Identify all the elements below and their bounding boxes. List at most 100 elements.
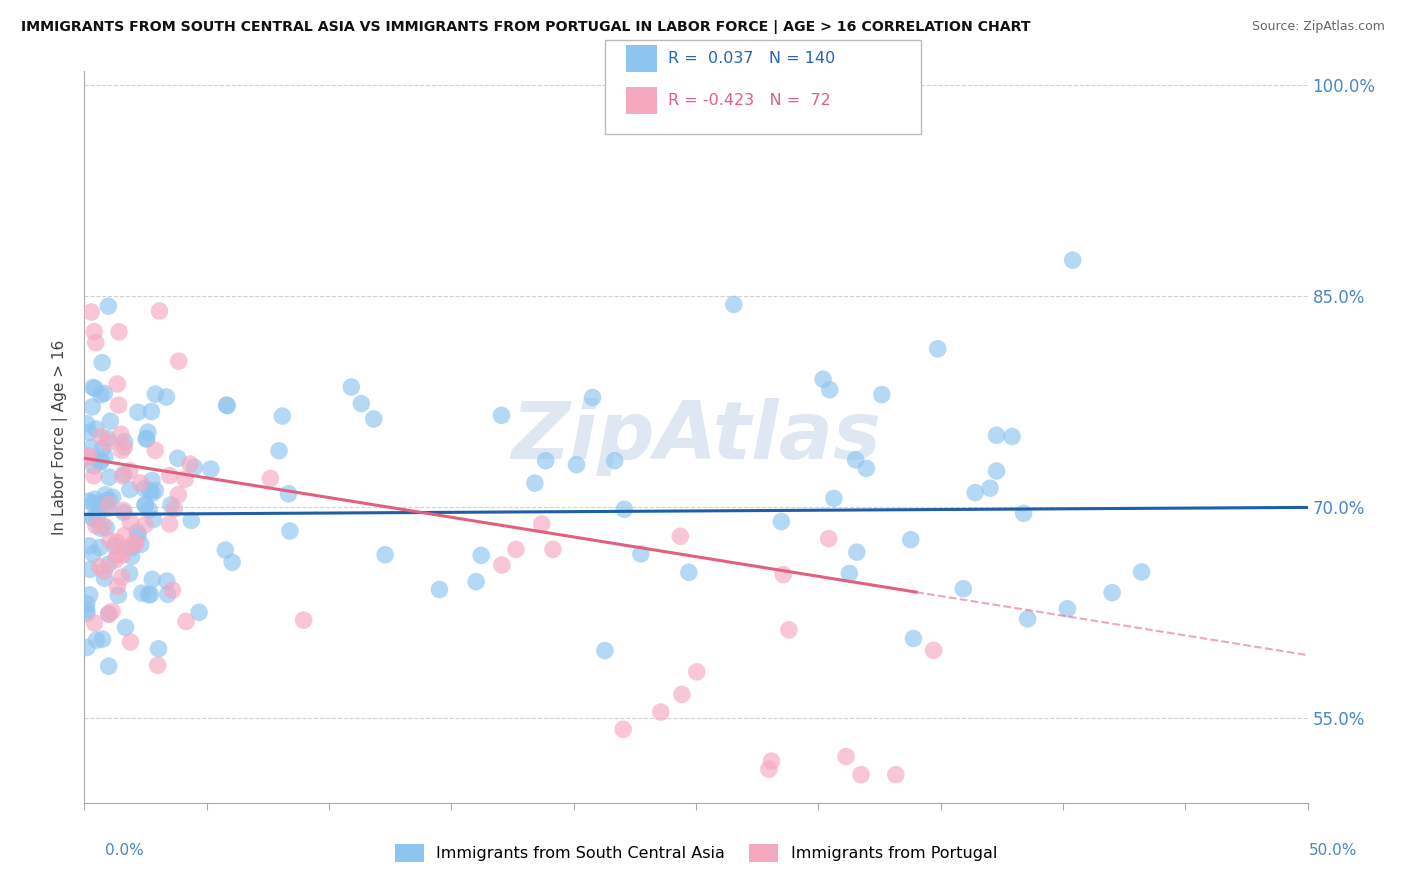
Point: [89, 541, 111, 555]
Point: [105, 548, 128, 562]
Point: [491, 558, 513, 572]
Point: [114, 434, 136, 449]
Point: [112, 503, 135, 517]
Point: [823, 491, 845, 506]
Point: [90, 388, 112, 402]
Point: [96, 493, 118, 508]
Point: [146, 658, 169, 673]
Point: [134, 517, 156, 532]
Point: [686, 665, 709, 679]
Text: Source: ZipAtlas.com: Source: ZipAtlas.com: [1251, 20, 1385, 33]
Point: [215, 398, 238, 412]
Point: [669, 529, 692, 543]
Point: [183, 460, 205, 475]
Point: [1101, 585, 1123, 599]
Point: [77, 425, 100, 440]
Point: [124, 537, 146, 551]
Point: [141, 474, 163, 488]
Point: [97, 607, 120, 622]
Point: [80, 305, 103, 319]
Point: [167, 354, 190, 368]
Point: [927, 342, 949, 356]
Point: [83, 512, 105, 526]
Point: [110, 443, 132, 458]
Point: [76, 417, 98, 431]
Point: [96, 501, 118, 516]
Point: [107, 588, 129, 602]
Point: [541, 542, 564, 557]
Point: [84, 335, 107, 350]
Point: [180, 513, 202, 527]
Text: ZipAtlas: ZipAtlas: [510, 398, 882, 476]
Text: R =  0.037   N = 140: R = 0.037 N = 140: [668, 51, 835, 66]
Point: [267, 443, 290, 458]
Point: [89, 455, 111, 469]
Point: [849, 767, 872, 781]
Point: [200, 462, 222, 476]
Point: [112, 506, 135, 520]
Point: [114, 541, 136, 556]
Point: [277, 487, 299, 501]
Point: [145, 483, 167, 498]
Point: [723, 297, 745, 311]
Point: [110, 427, 132, 442]
Point: [1001, 429, 1024, 443]
Point: [612, 723, 634, 737]
Point: [530, 516, 553, 531]
Point: [350, 396, 373, 410]
Point: [84, 382, 107, 396]
Y-axis label: In Labor Force | Age > 16: In Labor Force | Age > 16: [52, 340, 69, 534]
Point: [108, 325, 131, 339]
Point: [118, 464, 141, 478]
Point: [76, 449, 98, 463]
Point: [179, 457, 201, 471]
Point: [159, 516, 181, 531]
Point: [86, 633, 108, 648]
Point: [374, 548, 396, 562]
Point: [139, 587, 162, 601]
Legend: Immigrants from South Central Asia, Immigrants from Portugal: Immigrants from South Central Asia, Immi…: [388, 838, 1004, 868]
Point: [82, 400, 104, 414]
Point: [101, 604, 124, 618]
Point: [94, 488, 117, 502]
Point: [76, 597, 98, 611]
Point: [581, 391, 603, 405]
Point: [903, 632, 925, 646]
Point: [111, 570, 134, 584]
Point: [83, 468, 105, 483]
Point: [129, 475, 152, 490]
Point: [104, 553, 127, 567]
Point: [671, 688, 693, 702]
Point: [138, 502, 160, 516]
Point: [114, 620, 136, 634]
Point: [523, 476, 546, 491]
Point: [835, 749, 858, 764]
Point: [84, 422, 107, 436]
Point: [818, 383, 841, 397]
Point: [97, 435, 120, 450]
Point: [163, 502, 186, 516]
Point: [838, 566, 860, 581]
Point: [77, 539, 100, 553]
Point: [136, 425, 159, 440]
Point: [91, 356, 114, 370]
Point: [986, 464, 1008, 478]
Point: [141, 486, 163, 500]
Point: [91, 518, 114, 533]
Point: [162, 583, 184, 598]
Point: [363, 412, 385, 426]
Point: [114, 528, 136, 542]
Text: 50.0%: 50.0%: [1309, 843, 1357, 858]
Point: [107, 398, 129, 412]
Point: [922, 643, 945, 657]
Point: [870, 387, 893, 401]
Point: [90, 429, 112, 443]
Point: [965, 485, 987, 500]
Point: [565, 458, 588, 472]
Point: [80, 441, 103, 455]
Point: [97, 432, 120, 446]
Point: [83, 325, 105, 339]
Point: [855, 461, 877, 475]
Point: [98, 493, 121, 508]
Point: [188, 605, 211, 619]
